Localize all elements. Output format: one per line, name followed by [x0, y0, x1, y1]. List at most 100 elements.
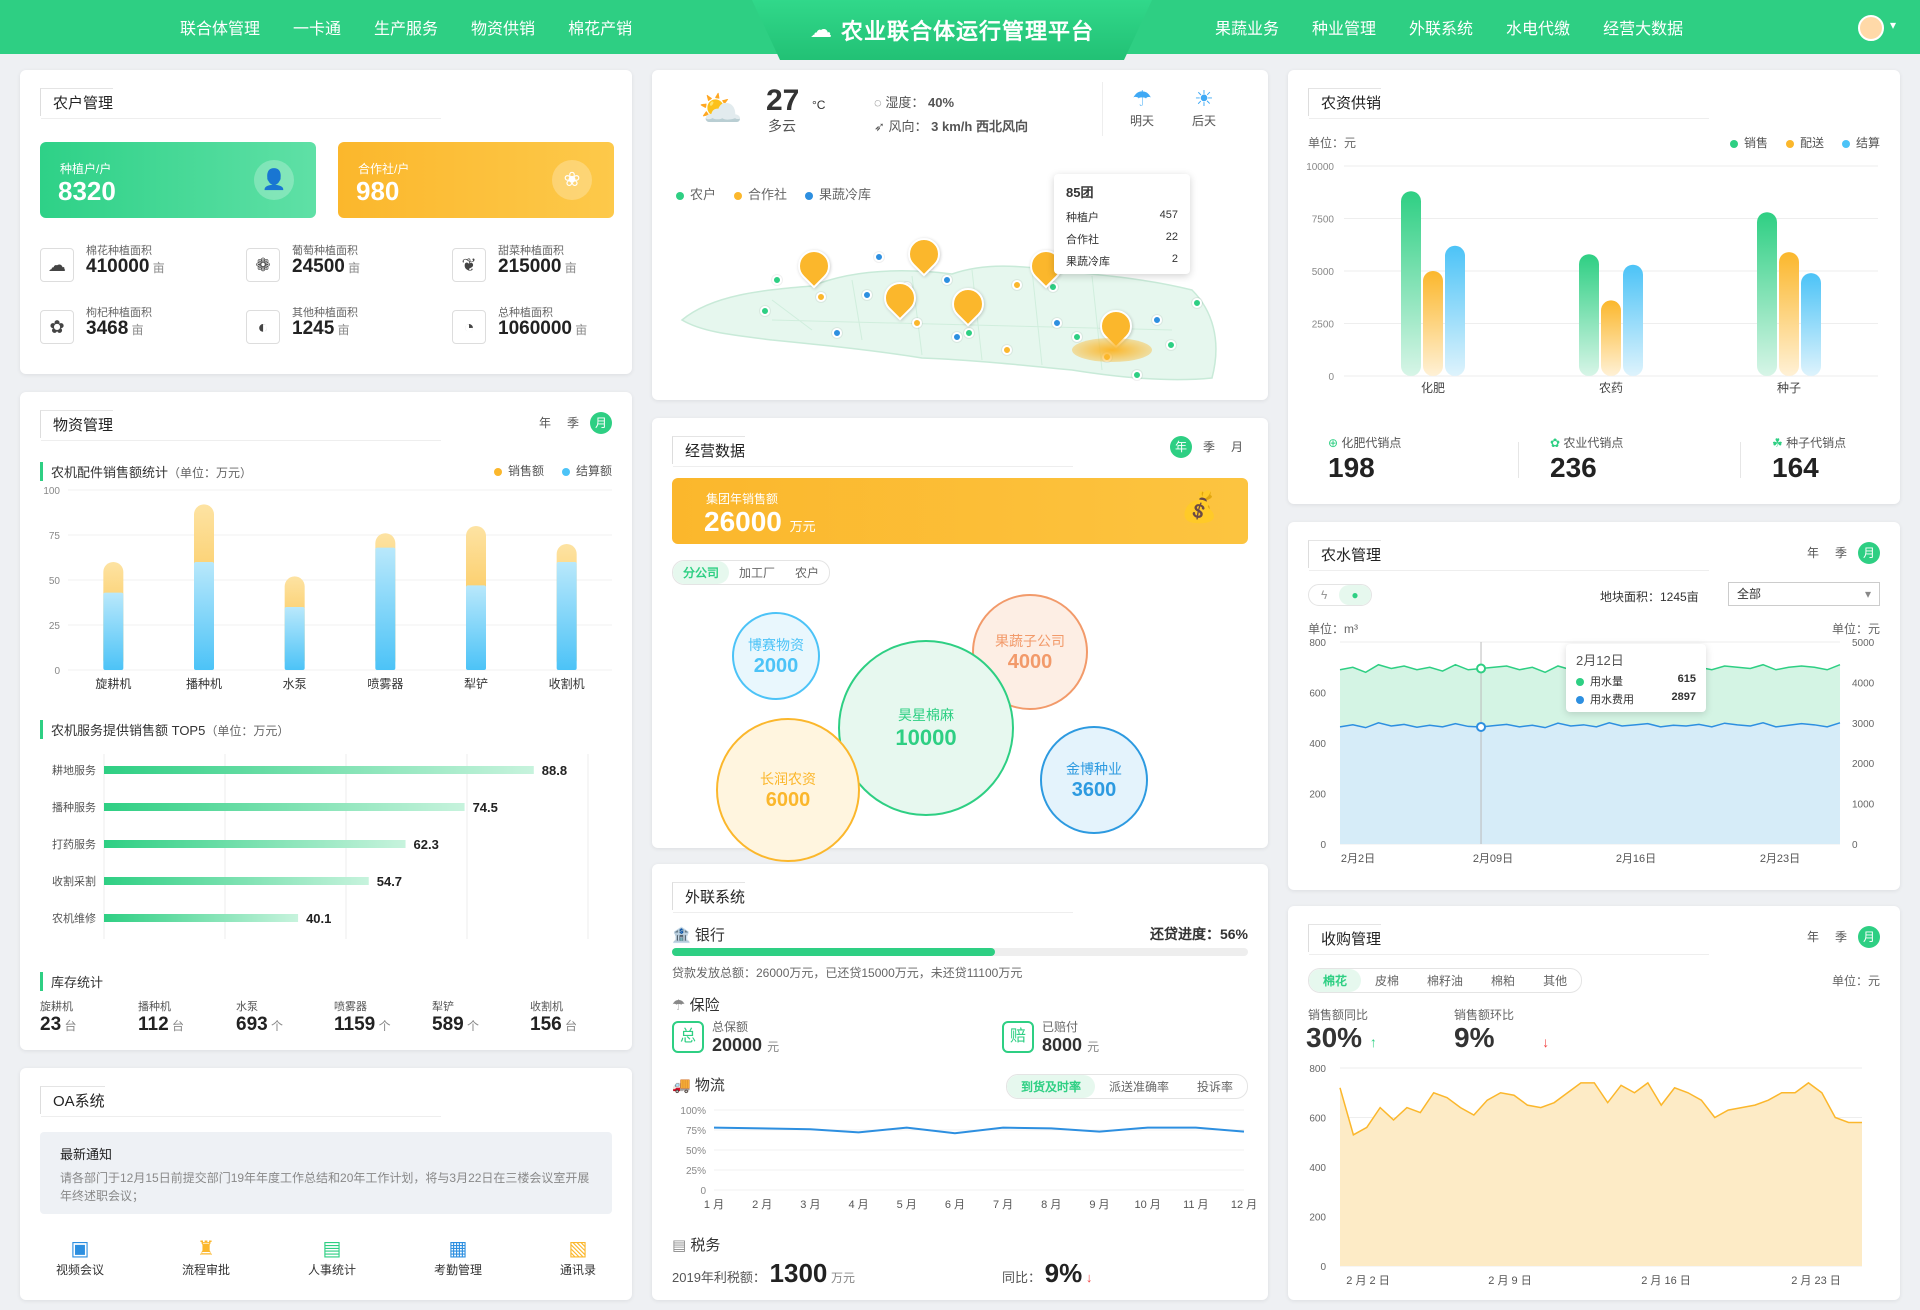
repay-track [672, 948, 1248, 956]
nav-item-5[interactable]: 棉花产销 [568, 21, 633, 38]
area-select[interactable]: 全部 ▾ [1728, 582, 1880, 606]
legend-delivery[interactable]: 配送 [1785, 134, 1824, 151]
legend-cold-storage[interactable]: 果蔬冷库 [805, 184, 871, 203]
tab-year[interactable]: 年 [1806, 546, 1819, 560]
droplet-icon: ◌ [874, 95, 886, 110]
banner-number: 26000 [704, 506, 782, 537]
tax-yoy-value: 9% [1044, 1258, 1083, 1288]
legend-settle-amount-label: 结算额 [575, 464, 612, 478]
point-label: ☘ 种子代销点 [1772, 434, 1846, 451]
area-value: 3468 亩 [86, 318, 144, 339]
supply-bar [1801, 273, 1821, 376]
app-video[interactable]: ▣ 视频会议 [56, 1236, 104, 1278]
legend-coop[interactable]: 合作社 [734, 184, 787, 203]
forecast-tomorrow[interactable]: ☂ 明天 [1130, 86, 1154, 129]
notice-box[interactable]: 最新通知 请各部门于12月15日前提交部门19年年度工作总结和20年工作计划，将… [40, 1132, 612, 1214]
user-avatar[interactable] [1858, 15, 1884, 41]
legend-farmer[interactable]: 农户 [676, 184, 716, 203]
tab-complaint[interactable]: 投诉率 [1196, 1080, 1233, 1094]
bubble-name: 昊星棉麻 [898, 707, 954, 723]
subtab-cotton[interactable]: 棉花 [1309, 969, 1362, 992]
point-label: ✿ 农业代销点 [1550, 434, 1623, 451]
area-unit: 亩 [334, 323, 350, 337]
oa-title: OA系统 [40, 1086, 440, 1117]
subtab-meal[interactable]: 棉粕 [1491, 974, 1516, 988]
logistics-line-chart: 0 25% 50% 75% 100% 1 月 2 月 3 月 4 月 5 月 6 月 7 月 8 月 9 … [680, 1106, 1257, 1211]
stock-label: 播种机 [138, 1001, 171, 1013]
nav-item-7[interactable]: 种业管理 [1312, 21, 1377, 38]
legend-settle[interactable]: 结算 [1841, 134, 1880, 151]
point-label: ⊕ 化肥代销点 [1328, 434, 1401, 451]
x-tick-label: 11 月 [1183, 1199, 1208, 1211]
nav-item-4[interactable]: 物资供销 [471, 21, 536, 38]
category-label: 农机维修 [52, 911, 96, 925]
lightning-icon[interactable]: ϟ [1321, 588, 1328, 602]
nav-item-2[interactable]: 一卡通 [293, 21, 342, 38]
tab-year[interactable]: 年 [1806, 930, 1819, 944]
subtab-farmer[interactable]: 农户 [795, 566, 820, 580]
tab-month[interactable]: 月 [1230, 440, 1243, 454]
nav-item-8[interactable]: 外联系统 [1409, 21, 1474, 38]
tab-season[interactable]: 季 [566, 416, 579, 430]
app-attendance[interactable]: ▦ 考勤管理 [434, 1236, 482, 1278]
grape-icon: ❁ [246, 248, 280, 282]
nav-item-1[interactable]: 联合体管理 [180, 21, 261, 38]
legend-sales[interactable]: 销售 [1729, 134, 1768, 151]
ins-paid-unit: 元 [1087, 1040, 1100, 1054]
subtab-oil[interactable]: 棉籽油 [1427, 974, 1464, 988]
nav-item-9[interactable]: 水电代缴 [1506, 21, 1571, 38]
company-bubble[interactable]: 博赛物资 2000 [732, 612, 820, 700]
logistics-line [713, 1126, 1245, 1135]
point-label-text: 农业代销点 [1563, 436, 1624, 450]
bank-label: 银行 [694, 927, 725, 944]
company-bubble[interactable]: 金博种业 3600 [1040, 726, 1148, 834]
app-hr[interactable]: ▤ 人事统计 [308, 1236, 356, 1278]
logistics-label: 物流 [694, 1077, 725, 1094]
area-label: 甜菜种植面积 [498, 245, 564, 257]
legend-sales-label: 销售 [1743, 136, 1768, 150]
subtab-branch[interactable]: 分公司 [673, 561, 730, 584]
y-tick-label: 100% [680, 1106, 706, 1117]
tab-ontime[interactable]: 到货及时率 [1006, 1075, 1095, 1098]
subtab-factory[interactable]: 加工厂 [739, 566, 776, 580]
y-tick-label: 100 [43, 486, 60, 497]
nav-item-10[interactable]: 经营大数据 [1603, 21, 1684, 38]
tab-month[interactable]: 月 [1858, 926, 1880, 948]
forecast-after[interactable]: ☀ 后天 [1192, 86, 1216, 129]
map-marker [952, 332, 962, 342]
app-approval[interactable]: ♜ 流程审批 [182, 1236, 230, 1278]
legend-settle-amount[interactable]: 结算额 [561, 462, 612, 479]
nav-item-3[interactable]: 生产服务 [374, 21, 439, 38]
company-bubble[interactable]: 果蔬子公司 4000 [972, 594, 1088, 710]
money-bag-icon: 💰 [1180, 491, 1218, 524]
x-tick-label: 播种机 [186, 677, 222, 691]
category-label: 耕地服务 [52, 763, 96, 777]
subtab-lint[interactable]: 皮棉 [1375, 974, 1400, 988]
y-tick-label: 0 [1328, 372, 1334, 383]
material-legend: 销售额 结算额 [493, 462, 612, 479]
tab-month[interactable]: 月 [1858, 542, 1880, 564]
legend-sale-amount[interactable]: 销售额 [493, 462, 544, 479]
tab-year[interactable]: 年 [1170, 436, 1192, 458]
popup-row-key: 种植户 [1066, 212, 1099, 224]
tax-value-row: 2019年利税额： 1300 万元 [672, 1258, 855, 1289]
company-bubble[interactable]: 长润农资 6000 [716, 718, 860, 862]
loan-text: 贷款发放总额：26000万元，已还贷15000万元，未还贷11100万元 [672, 966, 1023, 980]
tab-year[interactable]: 年 [538, 416, 551, 430]
area-value: 215000 亩 [498, 256, 577, 277]
tab-accuracy[interactable]: 派送准确率 [1108, 1080, 1169, 1094]
tab-month[interactable]: 月 [590, 412, 612, 434]
x-tick-label: 化肥 [1421, 381, 1445, 395]
tab-season[interactable]: 季 [1834, 930, 1847, 944]
sub2-unit: （单位：万元） [205, 724, 290, 738]
app-contacts[interactable]: ▧ 通讯录 [560, 1236, 596, 1278]
chevron-down-icon[interactable]: ▾ [1890, 18, 1897, 32]
tab-season[interactable]: 季 [1834, 546, 1847, 560]
company-bubble[interactable]: 昊星棉麻 10000 [838, 640, 1014, 816]
water-drop-icon[interactable]: ● [1339, 585, 1371, 605]
tab-season[interactable]: 季 [1202, 440, 1215, 454]
subtab-other[interactable]: 其他 [1543, 974, 1568, 988]
bubble-value: 10000 [895, 725, 957, 750]
stock-label: 水泵 [236, 1001, 258, 1013]
nav-item-6[interactable]: 果蔬业务 [1215, 21, 1280, 38]
